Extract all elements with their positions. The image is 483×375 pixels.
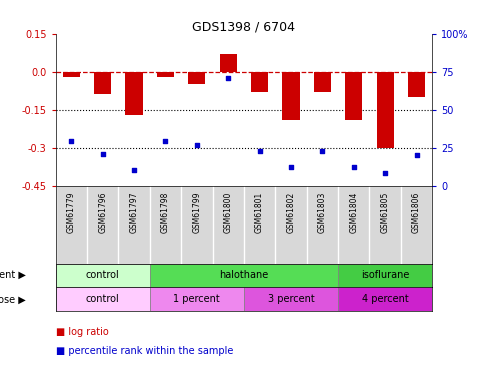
Text: ■ log ratio: ■ log ratio [56, 327, 108, 337]
Text: 3 percent: 3 percent [268, 294, 314, 304]
Point [193, 141, 201, 147]
Text: GSM61797: GSM61797 [129, 192, 139, 233]
Bar [377, 72, 394, 148]
Text: GSM61801: GSM61801 [255, 192, 264, 233]
Point [130, 167, 138, 173]
Point [99, 151, 107, 157]
Bar [157, 72, 174, 77]
Bar [244, 287, 338, 311]
Point [256, 148, 264, 154]
Point [161, 138, 170, 144]
Point [68, 138, 75, 144]
Bar [408, 72, 425, 97]
Point [287, 164, 295, 170]
Text: GSM61798: GSM61798 [161, 192, 170, 233]
Point [412, 152, 420, 158]
Text: GSM61805: GSM61805 [381, 192, 390, 233]
Bar [56, 264, 150, 287]
Bar [150, 287, 244, 311]
Text: halothane: halothane [219, 270, 269, 280]
Bar [188, 72, 205, 84]
Text: dose ▶: dose ▶ [0, 294, 26, 304]
Bar [251, 72, 268, 92]
Text: control: control [86, 270, 119, 280]
Title: GDS1398 / 6704: GDS1398 / 6704 [192, 21, 296, 34]
Bar [220, 54, 237, 72]
Bar [345, 72, 362, 120]
Bar [338, 264, 432, 287]
Bar [314, 72, 331, 92]
Text: agent ▶: agent ▶ [0, 270, 26, 280]
Text: 1 percent: 1 percent [173, 294, 220, 304]
Text: isoflurane: isoflurane [361, 270, 410, 280]
Point [350, 164, 357, 170]
Bar [338, 287, 432, 311]
Text: 4 percent: 4 percent [362, 294, 409, 304]
Text: GSM61806: GSM61806 [412, 192, 421, 233]
Text: GSM61799: GSM61799 [192, 192, 201, 233]
Text: control: control [86, 294, 119, 304]
Text: GSM61803: GSM61803 [318, 192, 327, 233]
Text: GSM61802: GSM61802 [286, 192, 296, 233]
Point [319, 148, 327, 154]
Bar [94, 72, 111, 94]
Text: GSM61804: GSM61804 [349, 192, 358, 233]
Point [224, 75, 232, 81]
Bar [283, 72, 299, 120]
Text: ■ percentile rank within the sample: ■ percentile rank within the sample [56, 346, 233, 355]
Bar [63, 72, 80, 77]
Text: GSM61800: GSM61800 [224, 192, 233, 233]
Text: GSM61779: GSM61779 [67, 192, 76, 233]
Bar [56, 287, 150, 311]
Point [382, 170, 389, 176]
Bar [126, 72, 142, 115]
Bar [150, 264, 338, 287]
Text: GSM61796: GSM61796 [98, 192, 107, 233]
